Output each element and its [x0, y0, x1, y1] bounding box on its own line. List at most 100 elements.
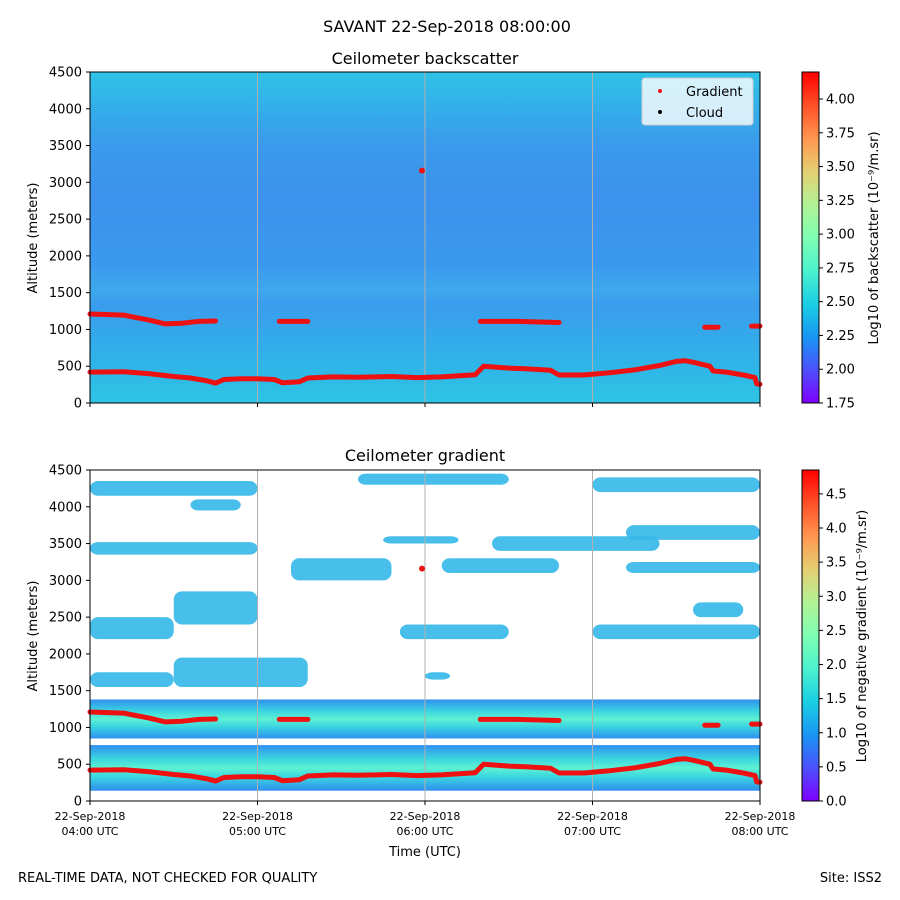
gradient-patch: [592, 477, 760, 493]
top-panel-title: Ceilometer backscatter: [332, 49, 519, 68]
gradient-line-upper: [477, 318, 562, 325]
x-tick-date: 22-Sep-2018: [725, 810, 796, 823]
gradient-patch: [626, 561, 760, 573]
colorbar-tick-label: 0.0: [826, 795, 847, 810]
top-grid: [257, 72, 593, 403]
colorbar-tick-label: 2.0: [826, 658, 847, 673]
gradient-patch: [90, 481, 258, 496]
y-tick-label: 4000: [49, 102, 82, 117]
legend-box: [641, 77, 754, 126]
gradient-patch: [90, 672, 174, 687]
x-tick-date: 22-Sep-2018: [390, 810, 461, 823]
gradient-lower-layer: [87, 358, 763, 387]
colorbar-tick-label: 1.0: [826, 726, 847, 741]
y-tick-label: 3500: [49, 139, 82, 154]
gradient-upper-layer: [87, 311, 763, 330]
colorbar-tick-label: 2.5: [826, 624, 847, 639]
footer-site: Site: ISS2: [820, 871, 882, 886]
bottom-colorbar-ticks: 0.0 0.5 1.0 1.5 2.0 2.5 3.0 3.5 4.0 4.5: [819, 487, 847, 810]
top-colorbar-ticks: 1.75 2.00 2.25 2.50 2.75 3.00 3.25 3.50 3.75 4.00: [819, 93, 855, 412]
legend-gradient-label: Gradient: [686, 85, 743, 100]
x-tick-time: 06:00 UTC: [396, 825, 453, 838]
x-tick-date: 22-Sep-2018: [55, 810, 126, 823]
colorbar-tick-label: 2.25: [826, 329, 855, 344]
gradient-line-upper: [87, 709, 219, 725]
colorbar-tick-label: 4.5: [826, 487, 847, 502]
gradient-patches: [90, 473, 760, 687]
gradient-patch: [383, 536, 459, 544]
gradient-patch: [90, 542, 258, 555]
gradient-patch: [441, 558, 559, 573]
y-tick-label: 1500: [49, 684, 82, 699]
gradient-lower-layer-bottom: [87, 756, 763, 785]
colorbar-tick-label: 2.75: [826, 261, 855, 276]
colorbar-tick-label: 0.5: [826, 760, 847, 775]
top-colorbar: [801, 71, 820, 404]
y-tick-label: 1000: [49, 721, 82, 736]
colorbar-tick-label: 1.5: [826, 692, 847, 707]
bottom-x-axis: 22-Sep-2018 04:00 UTC 22-Sep-2018 05:00 UTC…: [55, 801, 796, 838]
bottom-x-label: Time (UTC): [388, 845, 461, 860]
gradient-point: [419, 565, 425, 572]
y-tick-label: 2000: [49, 249, 82, 264]
bottom-y-axis: 0 500 1000 1500 2000 2500 3000 3500 4000 4500: [49, 464, 90, 810]
gradient-line-lower: [87, 358, 763, 387]
colorbar-tick-label: 3.0: [826, 590, 847, 605]
x-tick-time: 07:00 UTC: [564, 825, 621, 838]
gradient-patch: [173, 591, 258, 625]
colorbar-tick-label: 3.75: [826, 126, 855, 141]
gradient-isolated-point: [419, 167, 425, 174]
figure-title: SAVANT 22-Sep-2018 08:00:00: [323, 17, 571, 36]
legend: Gradient Cloud: [641, 77, 754, 126]
y-tick-label: 0: [74, 795, 82, 810]
legend-cloud-label: Cloud: [686, 106, 723, 121]
top-x-axis: [89, 403, 761, 407]
y-tick-label: 4500: [49, 66, 82, 81]
gradient-patch: [592, 624, 760, 640]
y-tick-label: 4500: [49, 464, 82, 479]
legend-gradient-marker: [658, 89, 662, 93]
gradient-line-upper: [87, 311, 219, 327]
colorbar-tick-label: 3.00: [826, 228, 855, 243]
colorbar-tick-label: 3.50: [826, 160, 855, 175]
gradient-patch: [492, 536, 660, 551]
gradient-line-lower: [87, 756, 763, 785]
gradient-point: [419, 167, 425, 174]
colorbar-tick-label: 2.50: [826, 295, 855, 310]
top-y-label: Altitude (meters): [26, 183, 41, 294]
bottom-panel: 0 500 1000 1500 2000 2500 3000 3500 4000 4500 22-…: [26, 464, 870, 861]
x-tick-date: 22-Sep-2018: [557, 810, 628, 823]
gradient-patch: [399, 624, 509, 640]
y-tick-label: 1000: [49, 323, 82, 338]
bottom-grid: [257, 470, 593, 801]
gradient-patch: [173, 657, 308, 687]
gradient-patch: [626, 525, 760, 540]
gradient-isolated-point-bottom: [419, 565, 425, 572]
gradient-patch: [693, 602, 744, 618]
gradient-patch: [90, 617, 174, 640]
gradient-upper-layer-bottom: [87, 709, 763, 728]
y-tick-label: 500: [57, 758, 82, 773]
y-tick-label: 3000: [49, 574, 82, 589]
y-tick-label: 2500: [49, 611, 82, 626]
bottom-colorbar-label: Log10 of negative gradient (10⁻⁹/m.sr): [855, 510, 870, 763]
colorbar-tick-label: 3.5: [826, 556, 847, 571]
gradient-patch: [190, 499, 241, 511]
legend-cloud-marker: [658, 110, 662, 114]
y-tick-label: 3500: [49, 537, 82, 552]
x-tick-date: 22-Sep-2018: [222, 810, 293, 823]
colorbar-tick-label: 4.00: [826, 93, 855, 108]
gradient-line-upper: [477, 716, 562, 723]
y-tick-label: 2500: [49, 213, 82, 228]
x-tick-time: 05:00 UTC: [229, 825, 286, 838]
top-colorbar-label: Log10 of backscatter (10⁻⁹/m.sr): [867, 131, 882, 344]
y-tick-label: 4000: [49, 500, 82, 515]
top-y-axis: 0 500 1000 1500 2000 2500 3000 3500 4000 4500: [49, 66, 90, 412]
gradient-patch: [291, 558, 392, 581]
footer-disclaimer: REAL-TIME DATA, NOT CHECKED FOR QUALITY: [18, 871, 317, 886]
colorbar-tick-label: 1.75: [826, 397, 855, 412]
top-panel: 0 500 1000 1500 2000 2500 3000 3500 4000 4500 Alt…: [26, 66, 882, 412]
y-tick-label: 2000: [49, 647, 82, 662]
gradient-patch: [358, 473, 509, 485]
